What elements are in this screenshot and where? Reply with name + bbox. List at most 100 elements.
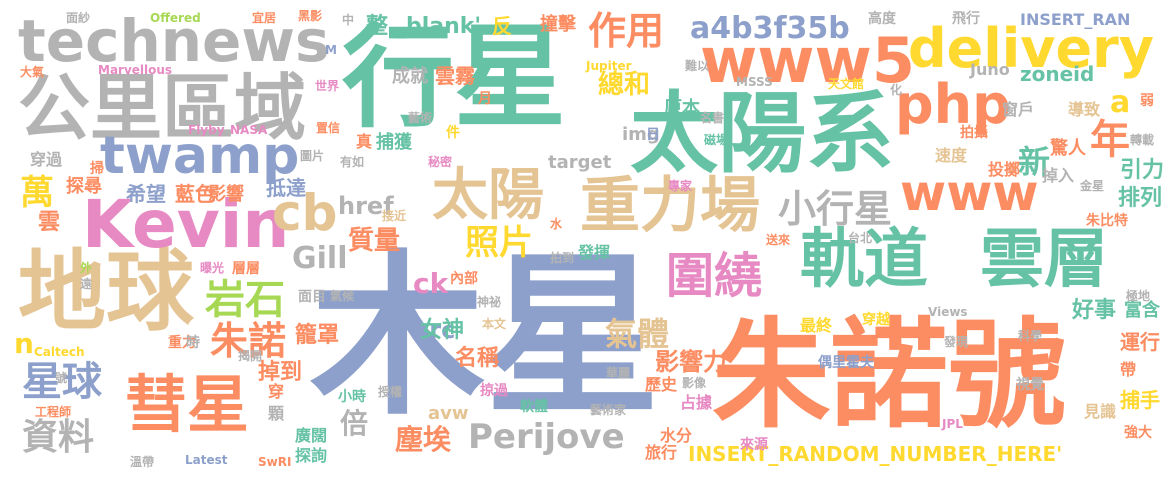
word-rock: 岩石 [205, 277, 285, 323]
word-php: php [895, 73, 1011, 136]
word-occupy: 占據 [680, 393, 713, 412]
word-believe: 置信 [316, 121, 341, 135]
word-insight: 見識 [1084, 402, 1117, 421]
word-travel: 旅行 [645, 443, 678, 462]
word-zoneid: zoneid [1020, 62, 1095, 86]
word-km-region: 公里區域 [18, 66, 307, 150]
word-true: 真 [356, 132, 373, 151]
word-belt: 帶 [1120, 360, 1137, 379]
word-juno: 朱諾 [210, 319, 287, 363]
word-avw: avw [428, 403, 469, 424]
word-cb: cb [272, 184, 338, 242]
word-gill: Gill [292, 241, 348, 276]
word-img: img [622, 124, 660, 145]
word-www5: www5 [700, 24, 915, 97]
word-views: Views [928, 305, 968, 319]
word-reprint: 轉載 [1130, 133, 1155, 147]
word-vast: 廣闊 [295, 426, 328, 445]
word-picture: 圖片 [300, 149, 325, 163]
word-wan: 萬 [20, 173, 54, 213]
word-water-content: 水分 [660, 426, 693, 445]
word-jupiter: 木星 [310, 236, 660, 439]
word-magnetic-field: 磁場 [704, 133, 729, 147]
word-star-ball: 星球 [22, 359, 102, 405]
word-artist: 藝術家 [590, 403, 627, 417]
word-originally: 原本 [664, 98, 700, 119]
word-pass-through: 穿過 [30, 150, 63, 169]
word-fall-to: 掉到 [258, 360, 303, 385]
word-orbit: 軌道 [800, 223, 928, 297]
word-shroud: 籠罩 [295, 323, 340, 348]
word-traverse: 穿越 [862, 312, 890, 328]
word-difficult: 難以 [685, 59, 710, 73]
word-license: 授權 [378, 385, 403, 399]
word-dust: 塵埃 [395, 423, 452, 456]
word-ck: ck [413, 267, 449, 300]
word-expert: 專家 [668, 179, 693, 193]
word-times: 倍 [340, 407, 369, 440]
word-hope: 希望 [126, 182, 166, 206]
word-swri: SwRI [258, 455, 292, 469]
word-planetarium: 天文館 [828, 77, 865, 91]
word-sun: 太陽 [432, 163, 544, 228]
word-juno-en: Juno [970, 60, 1010, 79]
word-n: n [14, 327, 34, 360]
word-juno-spacecraft: 朱諾號 [712, 306, 1067, 444]
word-image: 影像 [682, 376, 707, 390]
word-a4b3f35b: a4b3f35b [690, 11, 850, 46]
word-photo: 照片 [465, 223, 533, 263]
word-name: 名稱 [455, 346, 500, 371]
word-impact: 影響 [208, 184, 244, 205]
word-habitable: 宜居 [252, 11, 277, 25]
word-offered: Offered [150, 11, 201, 25]
word-good-thing: 好事 [1072, 298, 1117, 323]
word-fog: 雲霧 [435, 64, 475, 88]
word-goddess: 女神 [420, 318, 465, 343]
word-blank: _blank' [395, 14, 482, 39]
word-operate: 運行 [1120, 330, 1160, 354]
word-influence: 影響力 [655, 348, 727, 376]
word-caltech: Caltech [34, 345, 85, 359]
word-software: 軟體 [520, 399, 548, 415]
word-far: 遠 [80, 277, 93, 291]
word-effect: 作用 [588, 9, 665, 53]
word-capture: 捕獲 [376, 132, 412, 153]
word-piece: 顆 [268, 404, 285, 423]
word-jupiter-zh: 朱比特 [1086, 213, 1128, 229]
word-astonishing: 驚人 [1050, 138, 1086, 159]
word-msss: MSSS [736, 75, 773, 89]
word-jupiter-en: Jupiter [586, 59, 632, 73]
word-veil: 面紗 [66, 11, 91, 25]
word-transform: 化 [890, 83, 903, 97]
word-outer: 外 [80, 261, 93, 275]
word-source: 來源 [740, 437, 768, 453]
word-famous-book: 名書 [700, 111, 725, 125]
word-atmosphere: 大氣 [20, 65, 45, 79]
word-planet: 行星 [342, 13, 566, 143]
word-gravity-short: 重力 [168, 335, 196, 351]
word-lead-to: 導致 [1068, 100, 1101, 119]
word-insert-ran: INSERT_RAN [1020, 10, 1131, 29]
word-photograph: 拍攝 [960, 125, 988, 141]
word-layers: 層層 [232, 261, 260, 277]
word-nasa: NASA [230, 123, 268, 137]
word-temperate: 溫帶 [130, 455, 155, 469]
word-perijove: Perijove [468, 417, 625, 457]
word-throw: 投擲 [988, 160, 1021, 179]
word-cloud-layer: 雲層 [980, 223, 1108, 297]
word-sum: 總和 [598, 70, 651, 100]
word-cloud: 雲 [38, 210, 61, 235]
word-latest: Latest [185, 453, 228, 467]
word-shadow: 黑影 [298, 9, 323, 23]
word-item: 件 [446, 125, 460, 141]
word-marvellous: Marvellous [98, 63, 173, 77]
word-explore: 探尋 [66, 176, 102, 197]
word-middle: 中 [342, 13, 355, 27]
word-like: 有如 [340, 155, 365, 169]
word-send: 送來 [766, 233, 791, 247]
word-interior: 內部 [450, 271, 478, 287]
word-taipei: 台北 [848, 231, 873, 245]
word-comet: 彗星 [125, 368, 250, 441]
word-inquire: 探詢 [295, 446, 328, 465]
